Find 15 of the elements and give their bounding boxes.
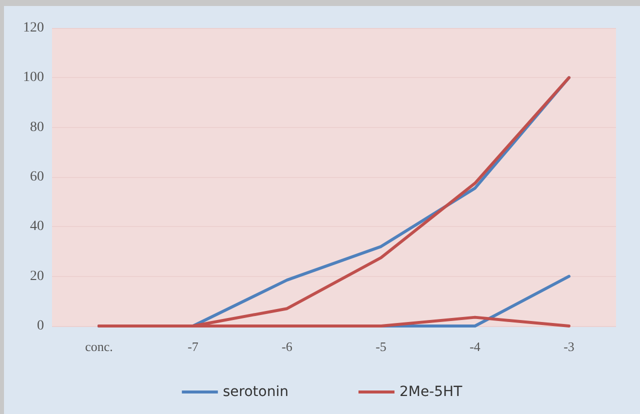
y-tick-label: 20 bbox=[30, 268, 44, 284]
legend-label: 2Me-5HT bbox=[399, 384, 463, 400]
legend-label: serotonin bbox=[222, 384, 288, 400]
y-tick-label: 120 bbox=[23, 20, 44, 36]
x-tick-label: -4 bbox=[470, 339, 481, 354]
y-tick-label: 0 bbox=[37, 318, 44, 334]
x-tick-label: -3 bbox=[564, 339, 574, 354]
x-tick-label: -6 bbox=[282, 339, 293, 354]
y-tick-label: 100 bbox=[23, 70, 44, 86]
x-tick-label: -7 bbox=[188, 339, 199, 354]
x-tick-label: conc. bbox=[85, 339, 113, 354]
y-tick-label: 80 bbox=[30, 120, 44, 135]
y-tick-label: 40 bbox=[30, 219, 44, 234]
x-tick-label: -5 bbox=[376, 339, 386, 354]
y-tick-label: 60 bbox=[30, 170, 44, 184]
